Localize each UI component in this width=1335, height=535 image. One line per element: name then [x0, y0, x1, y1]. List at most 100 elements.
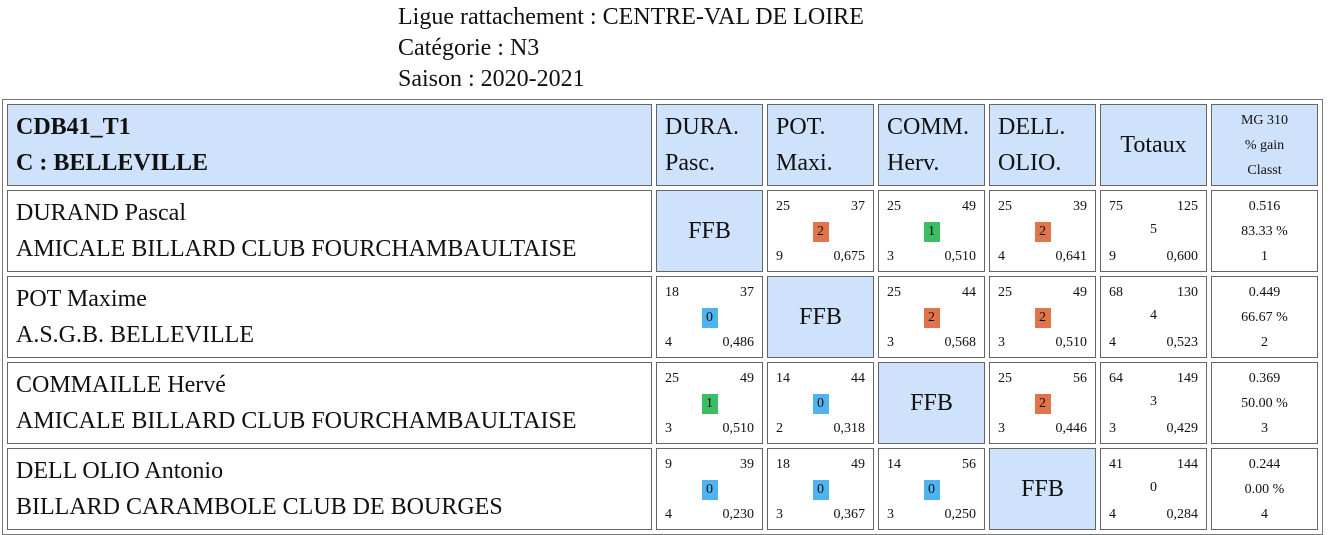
team-header: CDB41_T1 C : BELLEVILLE	[7, 104, 652, 186]
total-innings: 9	[1109, 249, 1116, 264]
match-points-badge: 2	[923, 308, 940, 328]
innings-value: 3	[665, 421, 672, 436]
match-points-badge: 0	[812, 480, 829, 500]
results-table: CDB41_T1 C : BELLEVILLE DURA. Pasc. POT.…	[2, 99, 1323, 535]
mg-value: 0.449	[1248, 284, 1281, 300]
mg-value: 0.244	[1248, 456, 1281, 472]
player-name: COMMAILLE Hervé	[16, 372, 226, 398]
average-value: 0,486	[722, 335, 755, 350]
player-name: DURAND Pascal	[16, 200, 186, 226]
league-line: Ligue rattachement : CENTRE-VAL DE LOIRE	[398, 4, 864, 30]
average-value: 0,446	[1055, 421, 1088, 436]
mg-header-line3: Classt	[1247, 162, 1282, 178]
innings-value: 3	[887, 249, 894, 264]
player-club: AMICALE BILLARD CLUB FOURCHAMBAULTAISE	[16, 236, 577, 262]
player-row: POT Maxime A.S.G.B. BELLEVILLE 18 37 0 4 0,486…	[7, 276, 1318, 358]
gain-percent: 83.33 %	[1241, 223, 1288, 239]
mg-header-line1: MG 310	[1240, 112, 1289, 128]
average-value: 0,568	[944, 335, 977, 350]
column-header-line2: Pasc.	[665, 150, 715, 176]
total-innings: 4	[1109, 507, 1116, 522]
player-cell: DURAND Pascal AMICALE BILLARD CLUB FOURCH…	[7, 190, 652, 272]
player-cell: POT Maxime A.S.G.B. BELLEVILLE	[7, 276, 652, 358]
total-average: 0,600	[1166, 249, 1199, 264]
total-match-points: 0	[1150, 480, 1157, 495]
opponent-points-value: 44	[962, 285, 976, 300]
average-value: 0,675	[833, 249, 866, 264]
match-points-badge: 2	[1034, 394, 1051, 414]
total-opponent-points: 144	[1177, 457, 1198, 472]
match-result-cell: 25 39 2 4 0,641	[989, 190, 1096, 272]
innings-value: 3	[998, 421, 1005, 436]
total-innings: 3	[1109, 421, 1116, 436]
match-result-cell: 18 49 0 3 0,367	[767, 448, 874, 530]
total-points: 64	[1109, 371, 1123, 386]
total-points: 68	[1109, 285, 1123, 300]
totals-cell: 64 149 3 3 0,429	[1100, 362, 1207, 444]
opponent-points-value: 56	[962, 457, 976, 472]
column-header-dellolio: DELL. OLIO.	[989, 104, 1096, 186]
player-row: DURAND Pascal AMICALE BILLARD CLUB FOURCH…	[7, 190, 1318, 272]
total-opponent-points: 149	[1177, 371, 1198, 386]
average-value: 0,250	[944, 507, 977, 522]
points-value: 25	[998, 371, 1012, 386]
column-header-line1: POT.	[776, 114, 826, 140]
stats-cell: 0.449 66.67 % 2	[1211, 276, 1318, 358]
match-result-cell: 25 49 1 3 0,510	[656, 362, 763, 444]
match-points-badge: 0	[701, 308, 718, 328]
competition-info: Ligue rattachement : CENTRE-VAL DE LOIRE…	[398, 2, 864, 95]
column-header-line2: Maxi.	[776, 150, 833, 176]
column-header-line1: DURA.	[665, 114, 740, 140]
total-average: 0,284	[1166, 507, 1199, 522]
mg-value: 0.516	[1248, 198, 1281, 214]
match-result-cell: 25 56 2 3 0,446	[989, 362, 1096, 444]
total-opponent-points: 130	[1177, 285, 1198, 300]
average-value: 0,510	[722, 421, 755, 436]
match-result-cell: 14 44 0 2 0,318	[767, 362, 874, 444]
player-row: DELL OLIO Antonio BILLARD CARAMBOLE CLUB …	[7, 448, 1318, 530]
opponent-points-value: 39	[740, 457, 754, 472]
total-points: 41	[1109, 457, 1123, 472]
average-value: 0,367	[833, 507, 866, 522]
points-value: 18	[665, 285, 679, 300]
total-average: 0,429	[1166, 421, 1199, 436]
total-average: 0,523	[1166, 335, 1199, 350]
ranking: 1	[1261, 248, 1268, 264]
match-points-badge: 1	[923, 222, 940, 242]
ranking: 2	[1261, 334, 1268, 350]
total-points: 75	[1109, 199, 1123, 214]
column-header-line1: DELL.	[998, 114, 1066, 140]
opponent-points-value: 44	[851, 371, 865, 386]
player-cell: DELL OLIO Antonio BILLARD CARAMBOLE CLUB …	[7, 448, 652, 530]
ranking: 4	[1261, 506, 1268, 522]
ffb-cell: FFB	[878, 362, 985, 444]
player-club: A.S.G.B. BELLEVILLE	[16, 322, 254, 348]
stats-cell: 0.516 83.33 % 1	[1211, 190, 1318, 272]
ffb-cell: FFB	[656, 190, 763, 272]
column-header-line2: OLIO.	[998, 150, 1062, 176]
average-value: 0,318	[833, 421, 866, 436]
innings-value: 4	[998, 249, 1005, 264]
player-club: BILLARD CARAMBOLE CLUB DE BOURGES	[16, 494, 503, 520]
points-value: 25	[887, 199, 901, 214]
points-value: 14	[776, 371, 790, 386]
innings-value: 3	[776, 507, 783, 522]
opponent-points-value: 39	[1073, 199, 1087, 214]
match-result-cell: 9 39 0 4 0,230	[656, 448, 763, 530]
gain-percent: 66.67 %	[1241, 309, 1288, 325]
column-header-commaille: COMM. Herv.	[878, 104, 985, 186]
ranking: 3	[1261, 420, 1268, 436]
points-value: 9	[665, 457, 672, 472]
innings-value: 3	[887, 335, 894, 350]
average-value: 0,510	[944, 249, 977, 264]
match-result-cell: 25 49 1 3 0,510	[878, 190, 985, 272]
total-opponent-points: 125	[1177, 199, 1198, 214]
opponent-points-value: 49	[962, 199, 976, 214]
match-result-cell: 25 49 2 3 0,510	[989, 276, 1096, 358]
innings-value: 4	[665, 507, 672, 522]
category-line: Catégorie : N3	[398, 35, 540, 61]
gain-percent: 0.00 %	[1244, 481, 1285, 497]
average-value: 0,641	[1055, 249, 1088, 264]
opponent-points-value: 49	[740, 371, 754, 386]
match-result-cell: 18 37 0 4 0,486	[656, 276, 763, 358]
